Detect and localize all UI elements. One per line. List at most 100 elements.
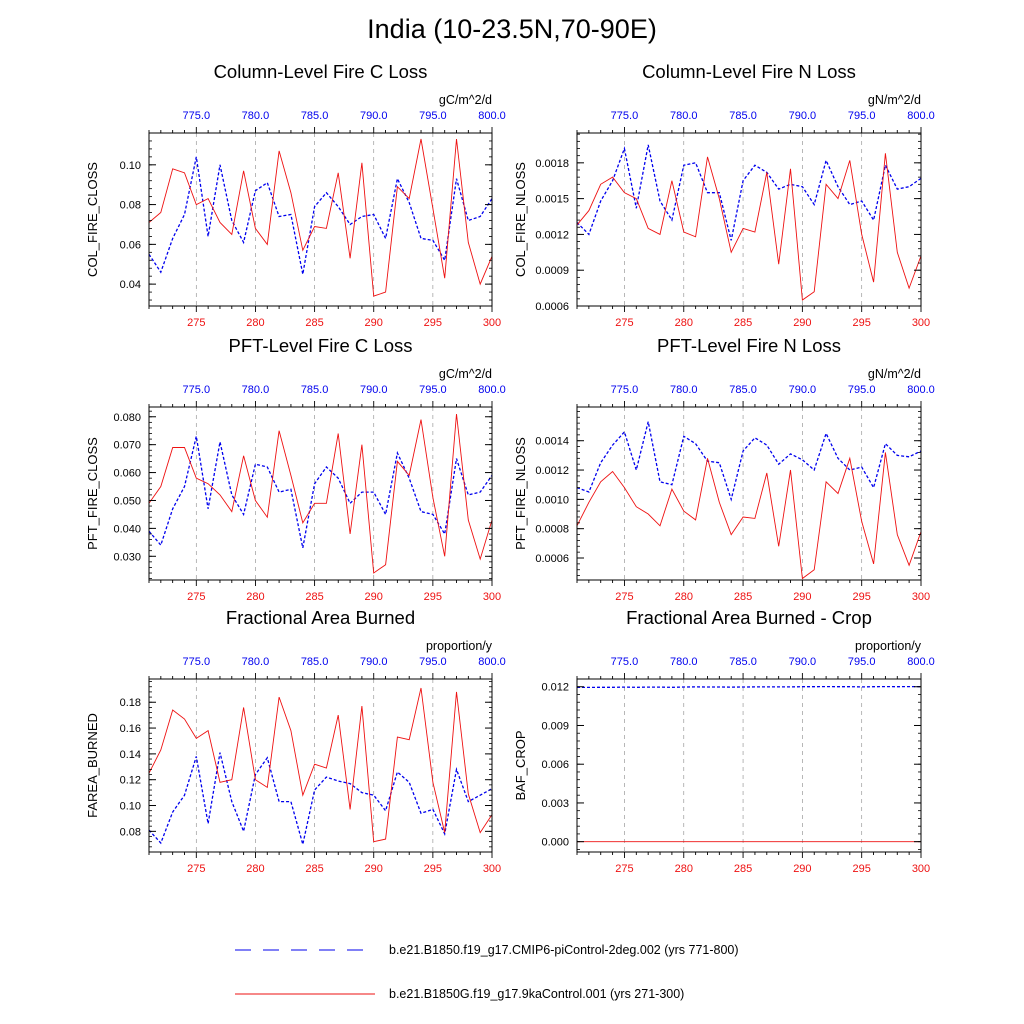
panel-5: Fractional Area Burned proportion/y FAREA_… bbox=[85, 607, 506, 875]
units-label: gN/m^2/d bbox=[868, 367, 921, 381]
panel-3: PFT-Level Fire C Loss gC/m^2/d PFT_FIRE_CL… bbox=[85, 335, 506, 603]
x-tick-label-top: 800.0 bbox=[907, 110, 935, 122]
y-tick-label: 0.10 bbox=[120, 160, 141, 172]
x-tick-label-bottom: 275 bbox=[187, 591, 205, 603]
x-tick-label-top: 795.0 bbox=[419, 656, 447, 668]
x-tick-label-bottom: 280 bbox=[246, 591, 264, 603]
y-tick-label: 0.030 bbox=[113, 551, 141, 563]
y-axis-label: COL_FIRE_CLOSS bbox=[85, 162, 100, 277]
y-tick-label: 0.16 bbox=[120, 723, 141, 735]
x-tick-label-top: 780.0 bbox=[242, 110, 270, 122]
plot-frame bbox=[576, 678, 922, 853]
x-tick-label-bottom: 300 bbox=[483, 863, 501, 875]
y-tick-label: 0.12 bbox=[120, 775, 141, 787]
x-tick-label-top: 800.0 bbox=[907, 656, 935, 668]
legend-label-2: b.e21.B1850G.f19_g17.9kaControl.001 (yrs… bbox=[389, 987, 684, 1001]
x-tick-label-bottom: 280 bbox=[246, 863, 264, 875]
x-tick-label-bottom: 275 bbox=[615, 863, 633, 875]
legend-label-1: b.e21.B1850.f19_g17.CMIP6-piControl-2deg… bbox=[389, 943, 739, 957]
series-line-piControl bbox=[148, 436, 493, 549]
y-tick-label: 0.0010 bbox=[535, 494, 569, 506]
x-tick-label-bottom: 280 bbox=[675, 863, 693, 875]
panel-1: Column-Level Fire C Loss gC/m^2/d COL_FIRE… bbox=[85, 61, 506, 329]
units-label: gC/m^2/d bbox=[439, 93, 492, 107]
series-line-9kaControl bbox=[576, 452, 922, 580]
x-tick-label-top: 790.0 bbox=[789, 384, 817, 396]
plot-frame bbox=[148, 406, 493, 581]
x-tick-label-bottom: 285 bbox=[734, 317, 752, 329]
units-label: proportion/y bbox=[855, 639, 922, 653]
x-tick-label-top: 790.0 bbox=[789, 110, 817, 122]
y-tick-label: 0.10 bbox=[120, 801, 141, 813]
x-tick-label-bottom: 290 bbox=[365, 591, 383, 603]
x-tick-label-bottom: 285 bbox=[305, 591, 323, 603]
x-tick-label-bottom: 275 bbox=[187, 863, 205, 875]
x-tick-label-top: 795.0 bbox=[419, 384, 447, 396]
panel-title: Fractional Area Burned bbox=[226, 607, 415, 628]
x-tick-label-bottom: 300 bbox=[912, 863, 930, 875]
x-tick-label-top: 785.0 bbox=[729, 110, 757, 122]
x-tick-label-top: 785.0 bbox=[729, 656, 757, 668]
y-tick-label: 0.18 bbox=[120, 697, 141, 709]
y-tick-label: 0.0015 bbox=[535, 194, 569, 206]
x-tick-label-bottom: 300 bbox=[912, 591, 930, 603]
x-tick-label-top: 800.0 bbox=[907, 384, 935, 396]
series-line-piControl bbox=[577, 685, 921, 689]
y-tick-label: 0.070 bbox=[113, 440, 141, 452]
series-line-9kaControl bbox=[148, 413, 493, 574]
y-tick-label: 0.012 bbox=[541, 682, 569, 694]
x-tick-label-top: 800.0 bbox=[478, 110, 506, 122]
plot-frame bbox=[148, 678, 493, 853]
panel-title: PFT-Level Fire N Loss bbox=[657, 335, 841, 356]
panel-6: Fractional Area Burned - Crop proportion/… bbox=[513, 607, 935, 875]
y-tick-label: 0.003 bbox=[541, 798, 569, 810]
y-tick-label: 0.040 bbox=[113, 523, 141, 535]
x-tick-label-bottom: 290 bbox=[793, 317, 811, 329]
panel-title: Column-Level Fire N Loss bbox=[642, 61, 856, 82]
y-tick-label: 0.14 bbox=[120, 749, 141, 761]
units-label: gC/m^2/d bbox=[439, 367, 492, 381]
x-tick-label-top: 780.0 bbox=[242, 656, 270, 668]
x-tick-label-bottom: 290 bbox=[793, 863, 811, 875]
x-tick-label-bottom: 285 bbox=[305, 317, 323, 329]
x-tick-label-top: 795.0 bbox=[419, 110, 447, 122]
x-tick-label-bottom: 275 bbox=[615, 317, 633, 329]
x-tick-label-bottom: 280 bbox=[675, 317, 693, 329]
x-tick-label-top: 785.0 bbox=[301, 110, 329, 122]
y-tick-label: 0.08 bbox=[120, 200, 141, 212]
x-tick-label-bottom: 290 bbox=[365, 863, 383, 875]
x-tick-label-top: 780.0 bbox=[670, 656, 698, 668]
x-tick-label-bottom: 300 bbox=[912, 317, 930, 329]
x-tick-label-top: 800.0 bbox=[478, 384, 506, 396]
x-tick-label-bottom: 275 bbox=[187, 317, 205, 329]
plot-frame bbox=[576, 132, 922, 307]
y-axis-label: BAF_CROP bbox=[513, 730, 528, 800]
y-tick-label: 0.060 bbox=[113, 468, 141, 480]
y-axis-label: PFT_FIRE_CLOSS bbox=[85, 437, 100, 550]
figure-title: India (10-23.5N,70-90E) bbox=[367, 14, 657, 44]
y-tick-label: 0.08 bbox=[120, 826, 141, 838]
x-tick-label-top: 790.0 bbox=[360, 110, 388, 122]
x-tick-label-top: 785.0 bbox=[301, 656, 329, 668]
y-tick-label: 0.0008 bbox=[535, 524, 569, 536]
x-tick-label-bottom: 295 bbox=[424, 317, 442, 329]
x-tick-label-bottom: 290 bbox=[365, 317, 383, 329]
legend: b.e21.B1850.f19_g17.CMIP6-piControl-2deg… bbox=[235, 943, 739, 1001]
x-tick-label-top: 775.0 bbox=[611, 110, 639, 122]
series-line-piControl bbox=[576, 144, 922, 241]
y-tick-label: 0.06 bbox=[120, 239, 141, 251]
x-tick-label-top: 775.0 bbox=[183, 656, 211, 668]
y-axis-label: PFT_FIRE_NLOSS bbox=[513, 437, 528, 550]
panel-4: PFT-Level Fire N Loss gN/m^2/d PFT_FIRE_NL… bbox=[513, 335, 935, 603]
y-tick-label: 0.0014 bbox=[535, 436, 569, 448]
y-tick-label: 0.0012 bbox=[535, 465, 569, 477]
units-label: proportion/y bbox=[426, 639, 493, 653]
x-tick-label-top: 775.0 bbox=[611, 384, 639, 396]
y-tick-label: 0.0006 bbox=[535, 553, 569, 565]
x-tick-label-top: 800.0 bbox=[478, 656, 506, 668]
panel-title: Fractional Area Burned - Crop bbox=[626, 607, 872, 628]
x-tick-label-bottom: 285 bbox=[734, 863, 752, 875]
y-axis-label: COL_FIRE_NLOSS bbox=[513, 162, 528, 277]
x-tick-label-bottom: 295 bbox=[853, 863, 871, 875]
x-tick-label-bottom: 295 bbox=[853, 591, 871, 603]
